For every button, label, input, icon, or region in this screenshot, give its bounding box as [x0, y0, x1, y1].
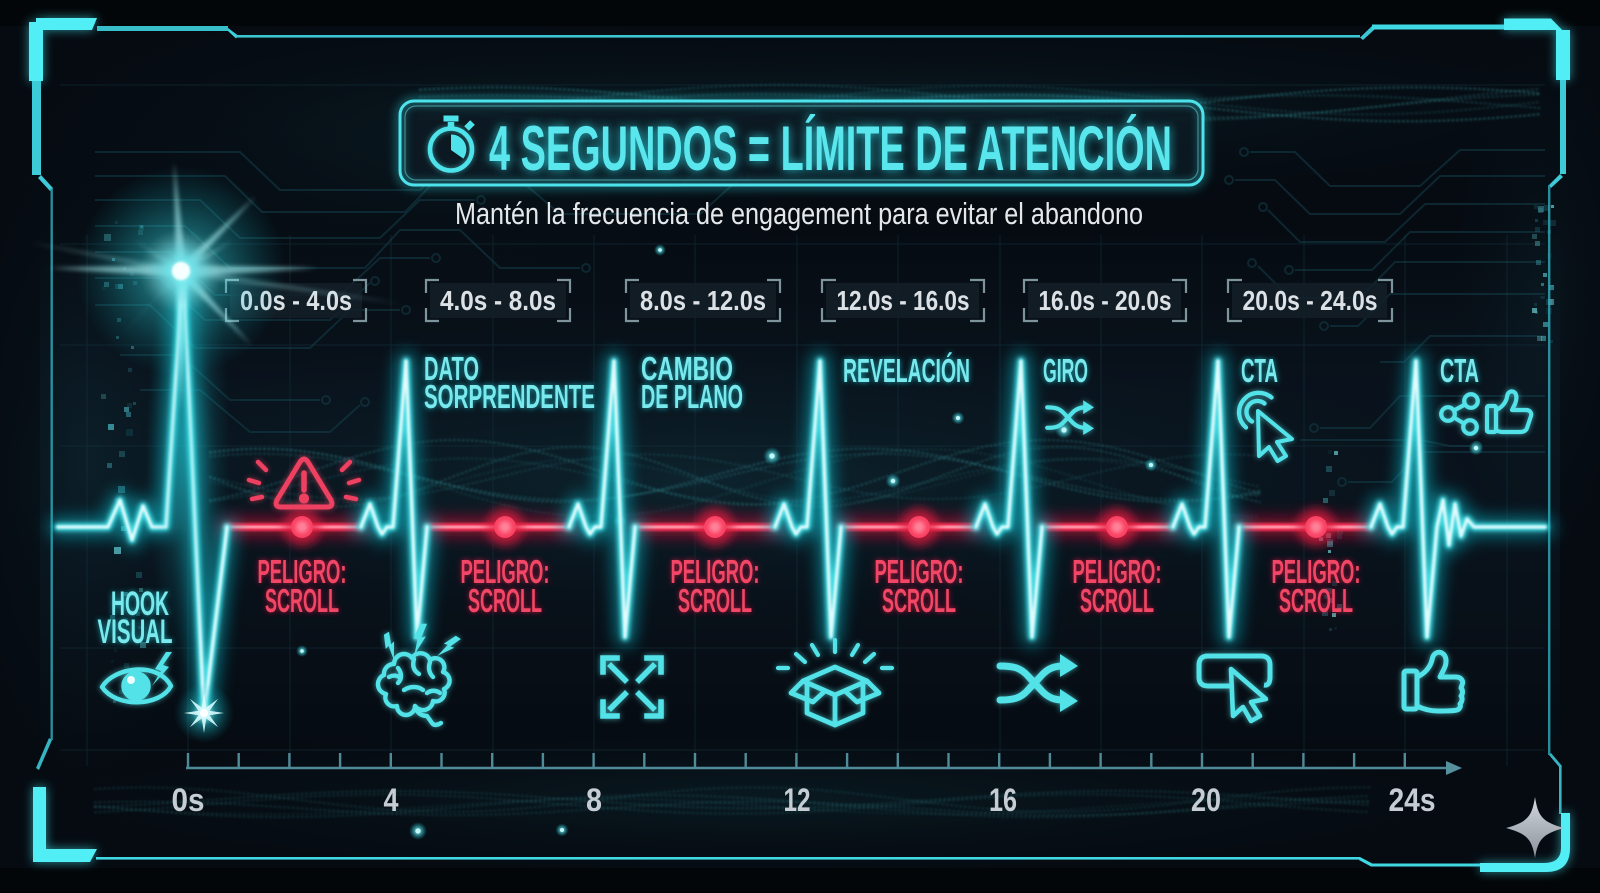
svg-text:PELIGRO:: PELIGRO: [1073, 553, 1162, 590]
svg-text:CAMBIO: CAMBIO [641, 350, 733, 387]
svg-text:PELIGRO:: PELIGRO: [1272, 553, 1361, 590]
svg-text:PELIGRO:: PELIGRO: [671, 553, 760, 590]
svg-text:PELIGRO:: PELIGRO: [461, 553, 550, 590]
svg-text:Mantén la frecuencia de engage: Mantén la frecuencia de engagement para … [455, 196, 1143, 231]
svg-text:SCROLL: SCROLL [468, 582, 542, 619]
svg-text:CTA: CTA [1241, 352, 1278, 389]
svg-text:12.0s - 16.0s: 12.0s - 16.0s [837, 285, 970, 316]
svg-text:PELIGRO:: PELIGRO: [671, 553, 760, 590]
svg-text:SORPRENDENTE: SORPRENDENTE [424, 378, 595, 415]
svg-text:SCROLL: SCROLL [265, 582, 339, 619]
svg-text:4 SEGUNDOS = LÍMITE DE ATENCIÓ: 4 SEGUNDOS = LÍMITE DE ATENCIÓN [489, 114, 1172, 184]
svg-text:SCROLL: SCROLL [1279, 582, 1353, 619]
svg-text:4: 4 [384, 782, 399, 818]
svg-text:DATO: DATO [424, 350, 479, 387]
svg-text:SCROLL: SCROLL [882, 582, 956, 619]
svg-text:4.0s - 8.0s: 4.0s - 8.0s [440, 285, 556, 316]
svg-text:PELIGRO:: PELIGRO: [258, 553, 347, 590]
svg-text:VISUAL: VISUAL [98, 613, 173, 651]
svg-text:CTA: CTA [1440, 352, 1479, 389]
svg-text:GIRO: GIRO [1043, 352, 1088, 389]
svg-text:CAMBIO: CAMBIO [641, 350, 733, 387]
svg-text:VISUAL: VISUAL [98, 613, 173, 651]
svg-text:DE PLANO: DE PLANO [641, 378, 743, 415]
svg-text:DE PLANO: DE PLANO [641, 378, 743, 415]
svg-text:CTA: CTA [1440, 352, 1479, 389]
svg-text:CTA: CTA [1241, 352, 1278, 389]
svg-text:SCROLL: SCROLL [1279, 582, 1353, 619]
svg-text:SCROLL: SCROLL [1080, 582, 1154, 619]
svg-text:24s: 24s [1389, 782, 1436, 818]
svg-text:HOOK: HOOK [111, 585, 169, 623]
svg-text:PELIGRO:: PELIGRO: [875, 553, 964, 590]
svg-text:8.0s - 12.0s: 8.0s - 12.0s [640, 285, 766, 316]
svg-text:PELIGRO:: PELIGRO: [1073, 553, 1162, 590]
svg-text:PELIGRO:: PELIGRO: [875, 553, 964, 590]
svg-text:REVELACIÓN: REVELACIÓN [843, 352, 970, 389]
svg-text:HOOK: HOOK [111, 585, 169, 623]
svg-text:8: 8 [586, 782, 602, 818]
svg-text:SCROLL: SCROLL [678, 582, 752, 619]
svg-text:SCROLL: SCROLL [1080, 582, 1154, 619]
svg-text:PELIGRO:: PELIGRO: [461, 553, 550, 590]
svg-text:16.0s - 20.0s: 16.0s - 20.0s [1039, 285, 1172, 316]
svg-text:SCROLL: SCROLL [678, 582, 752, 619]
svg-text:DATO: DATO [424, 350, 479, 387]
svg-text:REVELACIÓN: REVELACIÓN [843, 352, 970, 389]
svg-text:SORPRENDENTE: SORPRENDENTE [424, 378, 595, 415]
svg-text:SCROLL: SCROLL [468, 582, 542, 619]
svg-text:20: 20 [1191, 782, 1221, 818]
svg-text:20.0s - 24.0s: 20.0s - 24.0s [1243, 285, 1378, 316]
svg-text:PELIGRO:: PELIGRO: [258, 553, 347, 590]
svg-text:16: 16 [989, 782, 1017, 818]
svg-text:0s: 0s [172, 782, 205, 818]
svg-text:4 SEGUNDOS = LÍMITE DE ATENCIÓ: 4 SEGUNDOS = LÍMITE DE ATENCIÓN [489, 114, 1172, 184]
svg-text:SCROLL: SCROLL [882, 582, 956, 619]
svg-text:PELIGRO:: PELIGRO: [1272, 553, 1361, 590]
svg-text:GIRO: GIRO [1043, 352, 1088, 389]
svg-text:12: 12 [784, 782, 811, 818]
svg-text:SCROLL: SCROLL [265, 582, 339, 619]
